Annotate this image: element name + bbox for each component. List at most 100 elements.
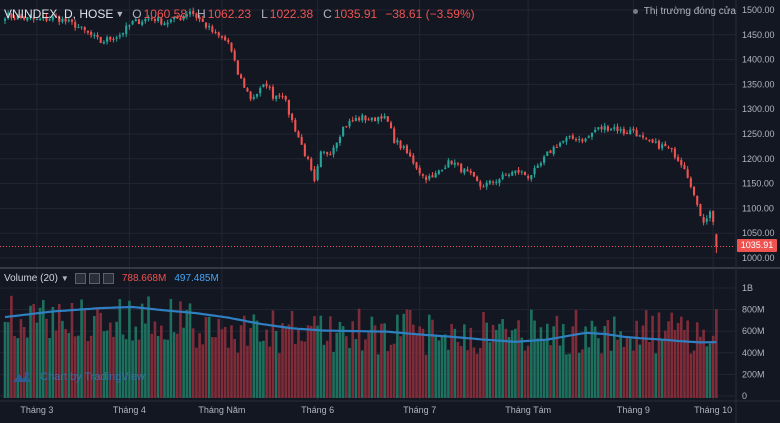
- candle: [651, 139, 654, 143]
- candle: [316, 166, 319, 180]
- candle: [638, 135, 641, 137]
- tradingview-watermark[interactable]: Chart by TradingView: [12, 370, 145, 384]
- candle: [482, 186, 485, 188]
- volume-bar: [38, 307, 42, 398]
- volume-bar: [6, 322, 10, 398]
- time-tick-label: Tháng 7: [403, 405, 436, 415]
- candle: [476, 176, 479, 181]
- volume-bar: [124, 339, 128, 398]
- close-icon[interactable]: [102, 273, 114, 284]
- volume-bar: [93, 315, 96, 398]
- low-label: L: [261, 7, 268, 21]
- volume-bar: [147, 296, 150, 398]
- candle: [370, 117, 373, 121]
- candle: [507, 174, 511, 176]
- volume-bar: [498, 323, 501, 398]
- price-tick-label: 1300.00: [742, 104, 775, 114]
- candle: [192, 10, 195, 15]
- volume-bar: [351, 321, 355, 398]
- candle: [692, 186, 696, 196]
- candle: [511, 172, 514, 176]
- candle: [536, 165, 539, 168]
- candle: [77, 27, 80, 29]
- volume-bar: [249, 328, 252, 398]
- candle: [322, 151, 326, 153]
- volume-bar: [316, 325, 319, 398]
- candle: [291, 113, 294, 121]
- volume-bar: [287, 324, 291, 398]
- candle: [377, 116, 380, 122]
- volume-bar: [657, 312, 661, 398]
- candle: [147, 18, 150, 20]
- close-label: C: [323, 7, 332, 21]
- volume-bar: [440, 335, 444, 398]
- volume-bar: [227, 347, 230, 398]
- candle: [584, 138, 587, 142]
- candle: [307, 156, 310, 159]
- candle: [530, 175, 533, 180]
- chevron-down-icon[interactable]: ▼: [60, 274, 69, 283]
- candle: [61, 18, 64, 22]
- candle: [677, 157, 680, 161]
- candle: [680, 159, 683, 166]
- candle: [402, 146, 405, 149]
- volume-bar: [488, 342, 492, 398]
- volume-bar: [660, 339, 664, 398]
- candle: [249, 91, 252, 100]
- price-axis[interactable]: 1500.00 1450.00 1400.00 1350.00 1300.00 1250.…: [742, 5, 775, 263]
- time-axis[interactable]: Tháng 3 Tháng 4 Tháng Năm Tháng 6 Tháng 7 Thá…: [20, 405, 732, 415]
- volume-value: 788.668M: [121, 273, 167, 284]
- candle: [559, 142, 562, 147]
- volume-bar: [262, 340, 265, 398]
- candle: [74, 22, 77, 28]
- volume-bar: [3, 321, 7, 398]
- candle: [252, 96, 255, 99]
- volume-axis[interactable]: 1B 800M 600M 400M 200M 0: [742, 283, 765, 401]
- volume-bar: [214, 337, 217, 398]
- volume-bar: [236, 352, 240, 398]
- candle: [546, 151, 549, 156]
- volume-bar: [482, 311, 485, 398]
- candle: [121, 33, 125, 35]
- settings-icon[interactable]: [88, 273, 100, 284]
- volume-bar: [140, 303, 144, 398]
- candle: [431, 175, 434, 178]
- eye-icon[interactable]: [74, 273, 86, 284]
- candle: [667, 147, 670, 149]
- volume-bar: [443, 334, 447, 398]
- volume-bar: [128, 300, 131, 398]
- candle: [32, 17, 35, 20]
- volume-bar: [77, 335, 80, 398]
- volume-bar: [96, 307, 99, 398]
- candle: [626, 133, 629, 135]
- volume-bar: [108, 322, 112, 398]
- volume-bar: [517, 320, 520, 398]
- volume-title[interactable]: Volume (20): [4, 273, 58, 284]
- candle: [48, 19, 51, 21]
- candle: [689, 178, 692, 187]
- candle: [367, 119, 370, 121]
- volume-bar: [456, 341, 460, 398]
- volume-bar: [418, 326, 421, 398]
- volume-bar: [115, 321, 118, 398]
- candle: [26, 17, 29, 21]
- volume-bar: [421, 328, 425, 398]
- candle: [479, 181, 482, 187]
- candle: [504, 174, 507, 176]
- candle: [712, 210, 715, 222]
- candle: [201, 18, 204, 22]
- candle: [562, 140, 565, 143]
- volume-bar: [61, 320, 64, 398]
- candle: [294, 119, 297, 132]
- candle: [549, 150, 552, 154]
- volume-bar: [329, 316, 332, 398]
- volume-bar: [651, 315, 654, 398]
- candle: [233, 50, 236, 61]
- symbol-title[interactable]: VNINDEX, D, HOSE: [4, 7, 114, 21]
- volume-bar: [491, 324, 495, 398]
- chevron-down-icon[interactable]: ▼: [115, 9, 125, 19]
- candle: [271, 86, 275, 99]
- candle: [278, 95, 281, 97]
